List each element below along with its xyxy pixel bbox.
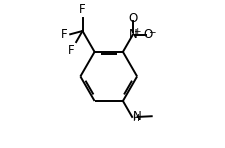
Text: N: N: [128, 28, 137, 41]
Text: F: F: [67, 44, 74, 57]
Text: F: F: [79, 3, 86, 16]
Text: −: −: [148, 27, 155, 36]
Text: F: F: [61, 28, 68, 41]
Text: N: N: [132, 110, 141, 123]
Text: O: O: [143, 28, 152, 41]
Text: O: O: [128, 12, 137, 25]
Text: +: +: [132, 27, 140, 36]
Text: H: H: [131, 114, 138, 123]
